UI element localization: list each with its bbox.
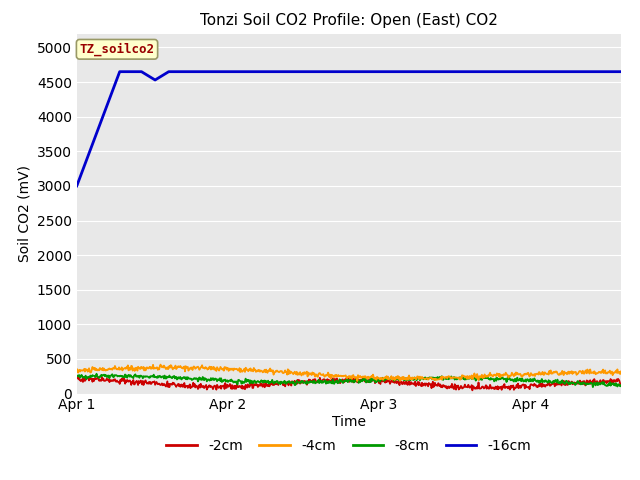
Text: TZ_soilco2: TZ_soilco2: [79, 43, 154, 56]
X-axis label: Time: Time: [332, 415, 366, 429]
Legend: -2cm, -4cm, -8cm, -16cm: -2cm, -4cm, -8cm, -16cm: [161, 433, 537, 459]
Y-axis label: Soil CO2 (mV): Soil CO2 (mV): [17, 165, 31, 262]
Title: Tonzi Soil CO2 Profile: Open (East) CO2: Tonzi Soil CO2 Profile: Open (East) CO2: [200, 13, 498, 28]
